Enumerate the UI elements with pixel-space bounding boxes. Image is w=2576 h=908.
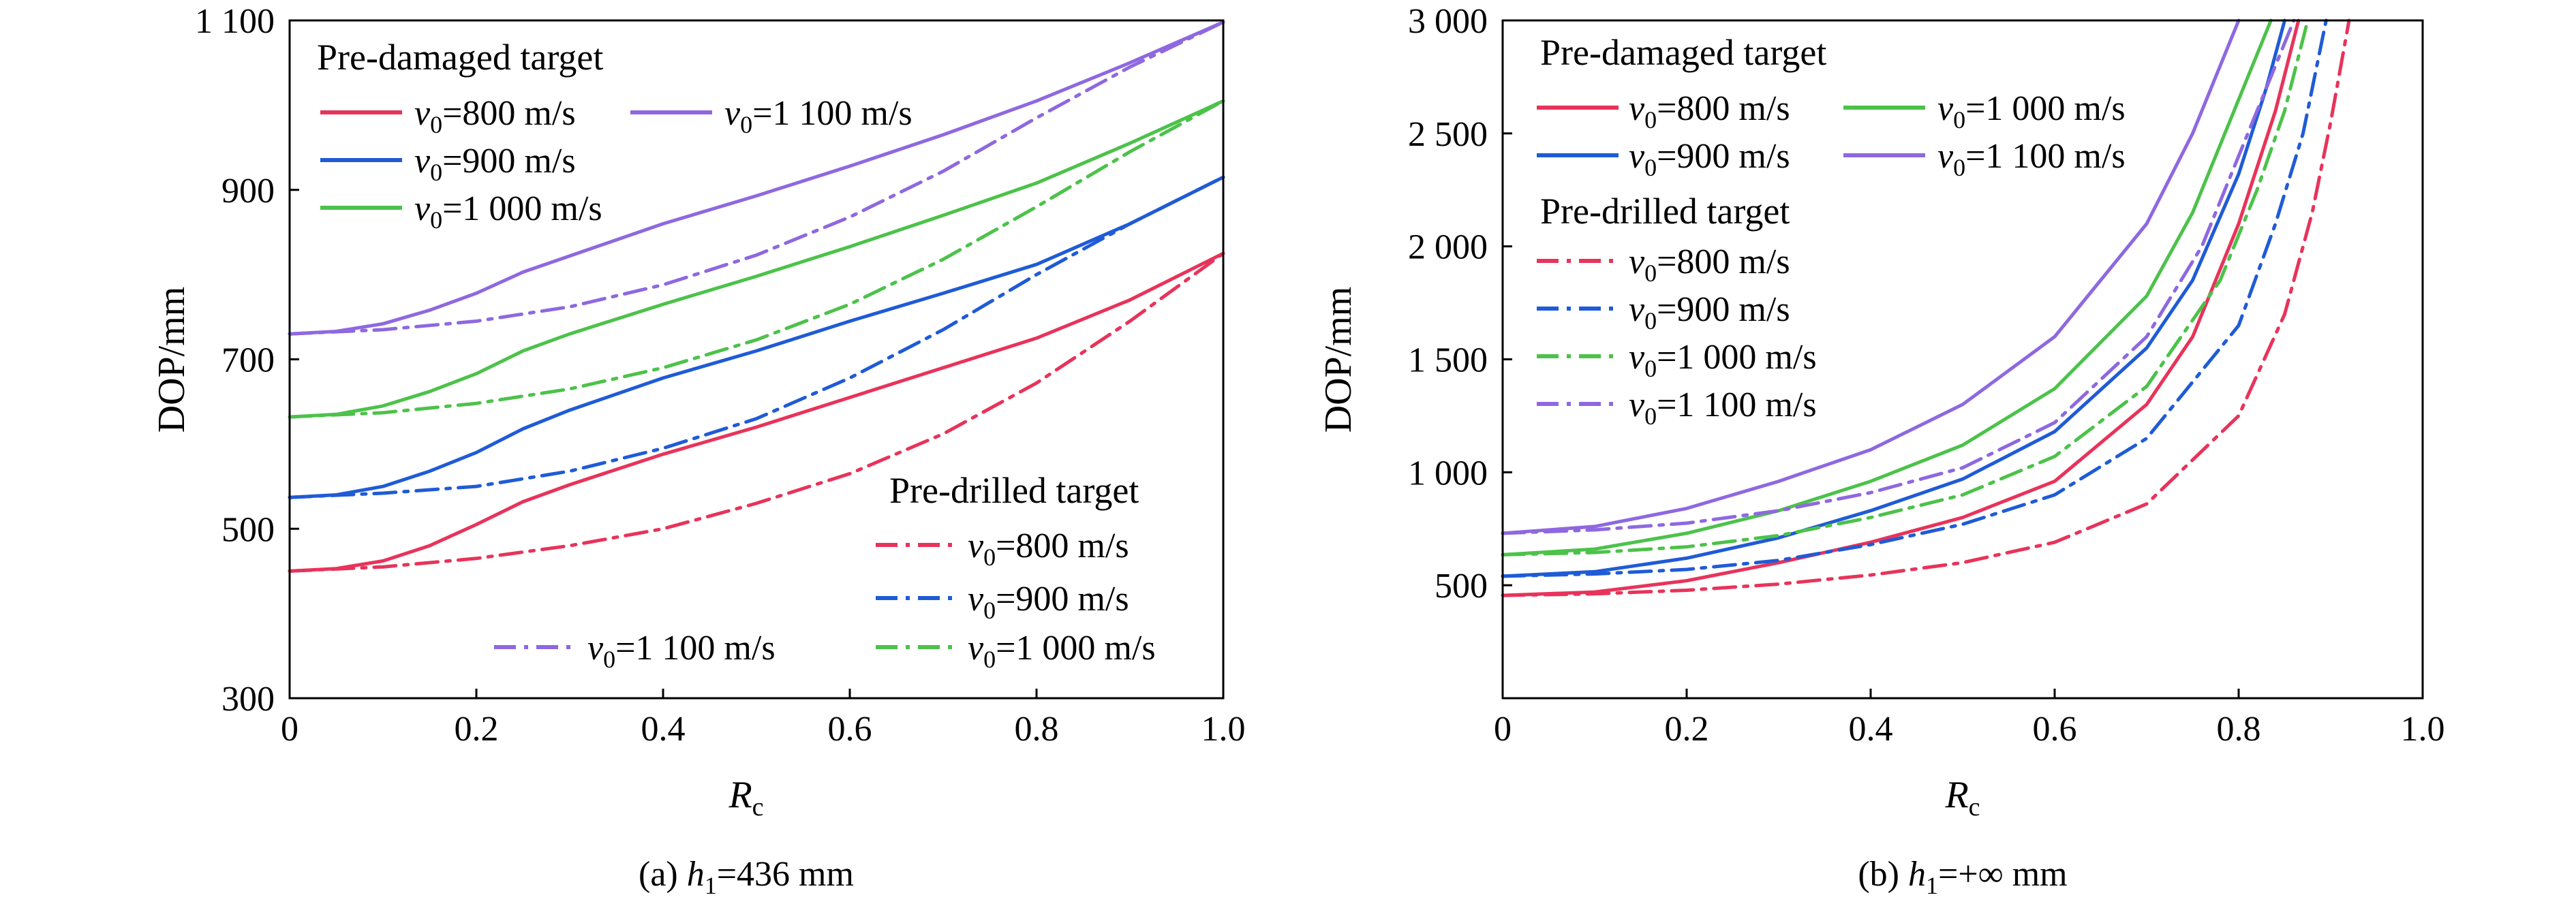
legend-label: v0=900 m/s (968, 580, 1129, 624)
legend-label: v0=1 000 m/s (1937, 89, 2126, 134)
chart-panel-b: 0 0.2 0.4 0.6 0.8 1.0 500 1 000 1 500 2 000 2 500 3… (1317, 2, 2445, 899)
legend-label: v0=800 m/s (1629, 242, 1790, 287)
series-line-pre-drilled-7 (288, 20, 1225, 336)
series-line-pre-drilled-7 (1501, 18, 2296, 535)
y-tick-label: 3 000 (1408, 2, 1488, 41)
x-axis-title-b: Rc (1944, 774, 1980, 821)
legend-pre-drilled-a: Pre-drilled target v0=800 m/s v0=900 m/s… (494, 470, 1156, 673)
legend-title: Pre-drilled target (1540, 191, 1790, 232)
legend-label: v0=1 000 m/s (414, 189, 602, 234)
x-tick-label: 0.2 (1665, 710, 1709, 749)
ticks-layer-a: 0 0.2 0.4 0.6 0.8 1.0 300 500 700 900 1 100 (195, 2, 1246, 749)
y-tick-label: 1 500 (1408, 341, 1488, 380)
y-tick-label: 1 000 (1408, 454, 1488, 492)
series-line-pre-damaged-3 (288, 20, 1225, 336)
y-tick-label: 2 000 (1408, 228, 1488, 267)
series-line-pre-damaged-1 (288, 175, 1225, 499)
y-tick-label: 500 (221, 510, 275, 549)
legend-label: v0=1 100 m/s (724, 94, 913, 138)
y-tick-label: 300 (221, 680, 275, 719)
legend-label: v0=800 m/s (968, 527, 1129, 571)
y-axis-title-b: DOP/mm (1317, 287, 1360, 433)
legend-label: v0=1 000 m/s (1629, 338, 1817, 382)
legend-pre-damaged-b: Pre-damaged target v0=800 m/s v0=1 000 m… (1537, 32, 2126, 181)
series-line-pre-damaged-2 (288, 99, 1225, 419)
y-axis-title-a: DOP/mm (151, 287, 193, 433)
legend-label: v0=1 000 m/s (968, 629, 1156, 673)
legend-label: v0=900 m/s (1629, 137, 1790, 181)
x-tick-label: 0.4 (641, 710, 686, 749)
ticks-layer-b: 0 0.2 0.4 0.6 0.8 1.0 500 1 000 1 500 2 000 2 500 3… (1408, 2, 2445, 749)
y-tick-label: 2 500 (1408, 115, 1488, 154)
series-line-pre-damaged-0 (288, 251, 1225, 573)
x-tick-label: 0.4 (1849, 710, 1893, 749)
x-tick-label: 1.0 (1201, 710, 1246, 749)
y-tick-label: 900 (221, 172, 275, 210)
legend-pre-damaged-a: Pre-damaged target v0=800 m/s v0=1 100 m… (317, 37, 913, 234)
series-line-pre-drilled-6 (288, 99, 1225, 419)
chart-panel-a: 0 0.2 0.4 0.6 0.8 1.0 300 500 700 900 1 100 DOP/mm… (151, 2, 1246, 899)
series-line-pre-drilled-5 (288, 175, 1225, 499)
series-line-pre-damaged-0 (1501, 18, 2301, 597)
x-tick-label: 0.8 (2217, 710, 2261, 749)
x-tick-label: 0.8 (1015, 710, 1059, 749)
caption-a: (a) h1=436 mm (639, 855, 854, 899)
x-tick-label: 0.6 (2033, 710, 2077, 749)
y-tick-label: 1 100 (195, 2, 275, 41)
y-tick-label: 700 (221, 341, 275, 380)
series-line-pre-damaged-1 (1501, 18, 2286, 578)
legend-label: v0=1 100 m/s (1937, 137, 2126, 181)
legend-title: Pre-drilled target (889, 470, 1139, 511)
legend-label: v0=1 100 m/s (587, 629, 776, 673)
x-tick-label: 0.6 (828, 710, 872, 749)
y-tick-label: 500 (1435, 567, 1488, 606)
series-line-pre-drilled-6 (1501, 18, 2310, 557)
legend-label: v0=900 m/s (1629, 290, 1790, 334)
x-axis-title-a: Rc (728, 774, 763, 821)
series-line-pre-drilled-4 (1501, 18, 2351, 597)
legend-label: v0=900 m/s (414, 142, 576, 186)
series-line-pre-damaged-3 (1501, 18, 2241, 535)
legend-label: v0=800 m/s (1629, 89, 1790, 134)
legend-pre-drilled-b: Pre-drilled target v0=800 m/s v0=900 m/s… (1537, 191, 1817, 430)
legend-label: v0=1 100 m/s (1629, 386, 1817, 430)
x-tick-label: 0 (281, 710, 298, 749)
series-line-pre-drilled-5 (1501, 18, 2328, 578)
series-layer-a (288, 20, 1225, 573)
caption-b: (b) h1=+∞ mm (1858, 855, 2067, 899)
legend-label: v0=800 m/s (414, 94, 576, 138)
series-line-pre-damaged-2 (1501, 18, 2273, 557)
x-tick-label: 0 (1494, 710, 1512, 749)
legend-title: Pre-damaged target (1540, 32, 1826, 73)
legend-title: Pre-damaged target (317, 37, 603, 78)
x-tick-label: 1.0 (2401, 710, 2445, 749)
series-layer-b (1501, 18, 2351, 597)
series-line-pre-drilled-4 (288, 251, 1225, 573)
x-tick-label: 0.2 (455, 710, 499, 749)
